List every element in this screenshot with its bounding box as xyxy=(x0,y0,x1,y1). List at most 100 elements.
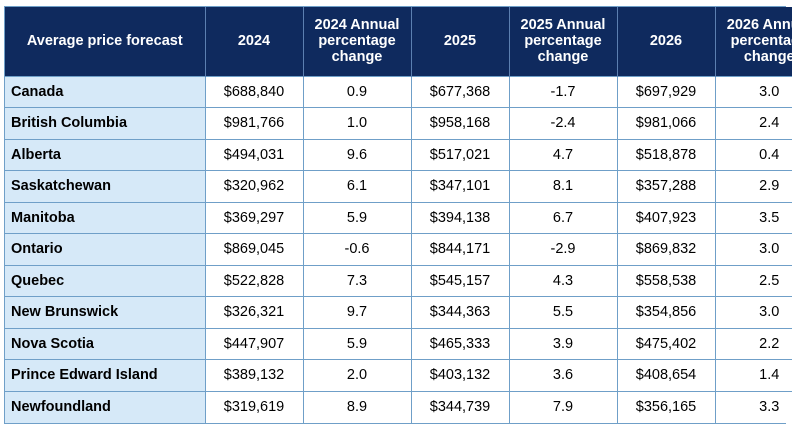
change-2024-cell: 1.0 xyxy=(302,107,411,139)
price-2024-cell: $494,031 xyxy=(204,138,303,171)
region-cell: Canada xyxy=(5,75,205,108)
region-cell: Ontario xyxy=(5,233,205,265)
change-2024-cell: 9.7 xyxy=(302,296,411,328)
table-body: Canada $688,840 0.9 $677,368 -1.7 $697,929 3.0… xyxy=(5,75,792,423)
table-row: Ontario $869,045 -0.6 $844,171 -2.9 $869,832 3… xyxy=(5,233,792,265)
change-2024-cell: 9.6 xyxy=(302,138,411,171)
price-2025-cell: $844,171 xyxy=(410,233,509,265)
table-row: Alberta $494,031 9.6 $517,021 4.7 $518,878 0.4 xyxy=(5,138,792,171)
price-2025-cell: $344,363 xyxy=(410,296,509,328)
price-2026-cell: $558,538 xyxy=(616,264,715,297)
price-2026-cell: $408,654 xyxy=(616,359,715,391)
header-2026: 2026 xyxy=(616,7,715,76)
price-2026-cell: $475,402 xyxy=(616,327,715,360)
region-cell: Prince Edward Island xyxy=(5,359,205,391)
change-2025-cell: -1.7 xyxy=(508,75,617,108)
price-2026-cell: $981,066 xyxy=(616,107,715,139)
change-2025-cell: 4.7 xyxy=(508,138,617,171)
price-2024-cell: $326,321 xyxy=(204,296,303,328)
region-cell: Nova Scotia xyxy=(5,327,205,360)
change-2025-cell: 3.9 xyxy=(508,327,617,360)
price-2024-cell: $320,962 xyxy=(204,170,303,202)
change-2026-cell: 2.9 xyxy=(714,170,792,202)
change-2024-cell: 5.9 xyxy=(302,201,411,234)
table-row: British Columbia $981,766 1.0 $958,168 -2.4 $… xyxy=(5,107,792,139)
change-2025-cell: -2.9 xyxy=(508,233,617,265)
table-row: Prince Edward Island $389,132 2.0 $403,132 3… xyxy=(5,359,792,391)
change-2025-cell: 3.6 xyxy=(508,359,617,391)
region-cell: New Brunswick xyxy=(5,296,205,328)
price-2026-cell: $869,832 xyxy=(616,233,715,265)
price-2026-cell: $407,923 xyxy=(616,201,715,234)
change-2026-cell: 2.4 xyxy=(714,107,792,139)
price-2025-cell: $545,157 xyxy=(410,264,509,297)
table-row: New Brunswick $326,321 9.7 $344,363 5.5 $354,… xyxy=(5,296,792,328)
price-2025-cell: $347,101 xyxy=(410,170,509,202)
price-forecast-table-container: Average price forecast 2024 2024 Annual … xyxy=(4,6,792,424)
price-2024-cell: $522,828 xyxy=(204,264,303,297)
change-2024-cell: 2.0 xyxy=(302,359,411,391)
table-row: Quebec $522,828 7.3 $545,157 4.3 $558,538 2.5 xyxy=(5,264,792,297)
price-2024-cell: $369,297 xyxy=(204,201,303,234)
change-2025-cell: 4.3 xyxy=(508,264,617,297)
table-row: Nova Scotia $447,907 5.9 $465,333 3.9 $475,40… xyxy=(5,327,792,360)
change-2026-cell: 1.4 xyxy=(714,359,792,391)
change-2024-cell: 0.9 xyxy=(302,75,411,108)
change-2026-cell: 3.0 xyxy=(714,233,792,265)
price-forecast-table: Average price forecast 2024 2024 Annual … xyxy=(5,7,792,423)
change-2026-cell: 2.2 xyxy=(714,327,792,360)
price-2025-cell: $403,132 xyxy=(410,359,509,391)
price-2026-cell: $518,878 xyxy=(616,138,715,171)
price-2024-cell: $869,045 xyxy=(204,233,303,265)
price-2024-cell: $389,132 xyxy=(204,359,303,391)
change-2024-cell: -0.6 xyxy=(302,233,411,265)
price-2025-cell: $394,138 xyxy=(410,201,509,234)
header-2025: 2025 xyxy=(410,7,509,76)
region-cell: Saskatchewan xyxy=(5,170,205,202)
header-2026-change: 2026 Annual percentage change xyxy=(714,7,792,76)
header-2024: 2024 xyxy=(204,7,303,76)
price-2026-cell: $357,288 xyxy=(616,170,715,202)
change-2026-cell: 3.5 xyxy=(714,201,792,234)
price-2024-cell: $319,619 xyxy=(204,390,303,423)
price-2024-cell: $688,840 xyxy=(204,75,303,108)
region-cell: Alberta xyxy=(5,138,205,171)
header-2025-change: 2025 Annual percentage change xyxy=(508,7,617,76)
price-2026-cell: $697,929 xyxy=(616,75,715,108)
table-row: Manitoba $369,297 5.9 $394,138 6.7 $407,923 3.… xyxy=(5,201,792,234)
change-2024-cell: 8.9 xyxy=(302,390,411,423)
header-region: Average price forecast xyxy=(5,7,205,76)
change-2024-cell: 5.9 xyxy=(302,327,411,360)
change-2025-cell: 6.7 xyxy=(508,201,617,234)
table-row: Saskatchewan $320,962 6.1 $347,101 8.1 $357,2… xyxy=(5,170,792,202)
change-2025-cell: -2.4 xyxy=(508,107,617,139)
price-2025-cell: $517,021 xyxy=(410,138,509,171)
change-2025-cell: 8.1 xyxy=(508,170,617,202)
table-row: Newfoundland $319,619 8.9 $344,739 7.9 $356,1… xyxy=(5,390,792,423)
price-2025-cell: $958,168 xyxy=(410,107,509,139)
header-row: Average price forecast 2024 2024 Annual … xyxy=(5,7,792,76)
change-2025-cell: 7.9 xyxy=(508,390,617,423)
change-2026-cell: 3.3 xyxy=(714,390,792,423)
change-2024-cell: 6.1 xyxy=(302,170,411,202)
change-2025-cell: 5.5 xyxy=(508,296,617,328)
header-2024-change: 2024 Annual percentage change xyxy=(302,7,411,76)
change-2026-cell: 2.5 xyxy=(714,264,792,297)
region-cell: British Columbia xyxy=(5,107,205,139)
region-cell: Manitoba xyxy=(5,201,205,234)
price-2026-cell: $356,165 xyxy=(616,390,715,423)
region-cell: Newfoundland xyxy=(5,390,205,423)
change-2024-cell: 7.3 xyxy=(302,264,411,297)
change-2026-cell: 3.0 xyxy=(714,296,792,328)
price-2025-cell: $677,368 xyxy=(410,75,509,108)
price-2025-cell: $465,333 xyxy=(410,327,509,360)
price-2024-cell: $447,907 xyxy=(204,327,303,360)
change-2026-cell: 0.4 xyxy=(714,138,792,171)
price-2024-cell: $981,766 xyxy=(204,107,303,139)
price-2026-cell: $354,856 xyxy=(616,296,715,328)
table-row: Canada $688,840 0.9 $677,368 -1.7 $697,929 3.0 xyxy=(5,75,792,108)
price-2025-cell: $344,739 xyxy=(410,390,509,423)
table-header: Average price forecast 2024 2024 Annual … xyxy=(5,7,792,76)
change-2026-cell: 3.0 xyxy=(714,75,792,108)
region-cell: Quebec xyxy=(5,264,205,297)
